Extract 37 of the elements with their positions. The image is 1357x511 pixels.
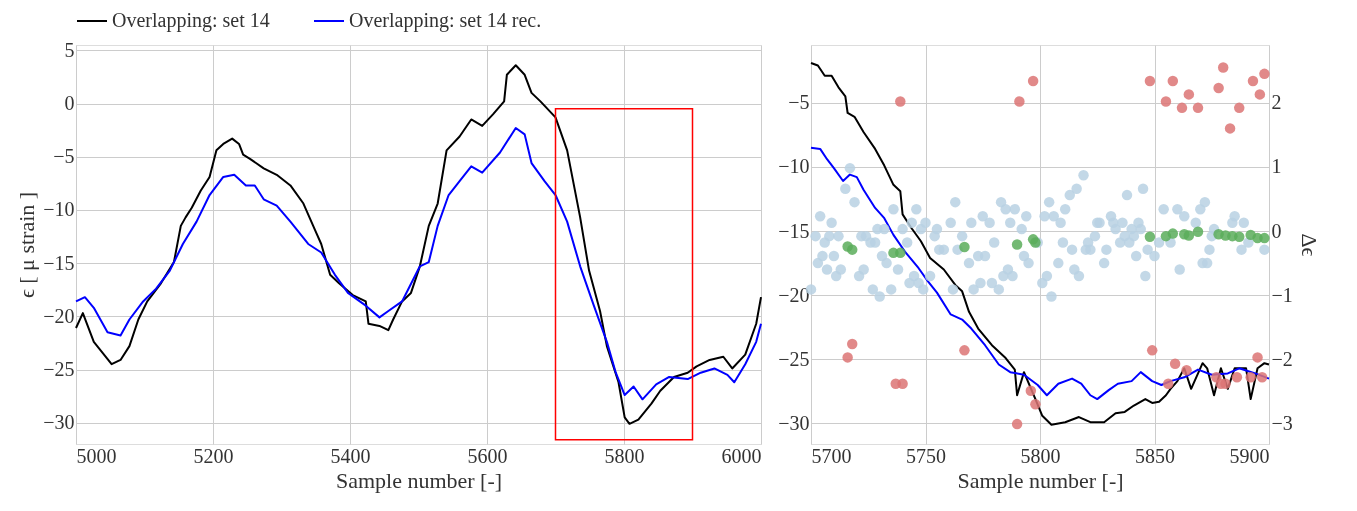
y2-tick-label: 1: [1271, 155, 1282, 178]
legend-label: Overlapping: set 14: [112, 9, 270, 32]
y-tick-label: −20: [778, 283, 810, 306]
y-tick-label: −30: [778, 411, 810, 434]
y2-tick-label: −3: [1271, 411, 1293, 434]
y-tick-label: −15: [778, 219, 810, 242]
y-tick-label: −25: [778, 347, 810, 370]
y-tick-label: −15: [43, 251, 75, 274]
x-tick-label: 5800: [604, 444, 645, 467]
legend-label: Overlapping: set 14 rec.: [349, 9, 542, 32]
y2-tick-label: 2: [1271, 91, 1282, 114]
y-tick-label: −5: [53, 145, 75, 168]
x-tick-label: 5900: [1229, 444, 1270, 467]
y2-tick-label: 0: [1271, 219, 1282, 242]
x-tick-label: 6000: [721, 444, 762, 467]
x-tick-label: 5200: [193, 444, 234, 467]
y-tick-label: 5: [64, 38, 75, 61]
y-tick-label: 0: [64, 92, 75, 115]
y-tick-label: −10: [778, 155, 810, 178]
x-tick-label: 5400: [330, 444, 371, 467]
x-tick-label: 5000: [76, 444, 117, 467]
y-tick-label: −5: [788, 91, 810, 114]
y2-tick-label: −1: [1271, 283, 1293, 306]
x-tick-label: 5750: [906, 444, 946, 467]
x-axis-title: Sample number [-]: [335, 467, 503, 493]
y-tick-label: −25: [43, 358, 75, 381]
x-tick-label: 5700: [811, 444, 852, 467]
y-tick-label: −30: [43, 411, 75, 434]
x-tick-label: 5850: [1135, 444, 1175, 467]
y-tick-label: −20: [43, 304, 75, 327]
x-tick-label: 5600: [467, 444, 508, 467]
y-axis-title: ϵ [ μ strain ]: [14, 191, 40, 299]
x-tick-label: 5800: [1020, 444, 1061, 467]
x-axis-title: Sample number [-]: [957, 467, 1124, 493]
y2-tick-label: −2: [1271, 347, 1293, 370]
y-tick-label: −10: [43, 198, 75, 221]
y2-axis-title: Δϵ: [1296, 233, 1322, 257]
